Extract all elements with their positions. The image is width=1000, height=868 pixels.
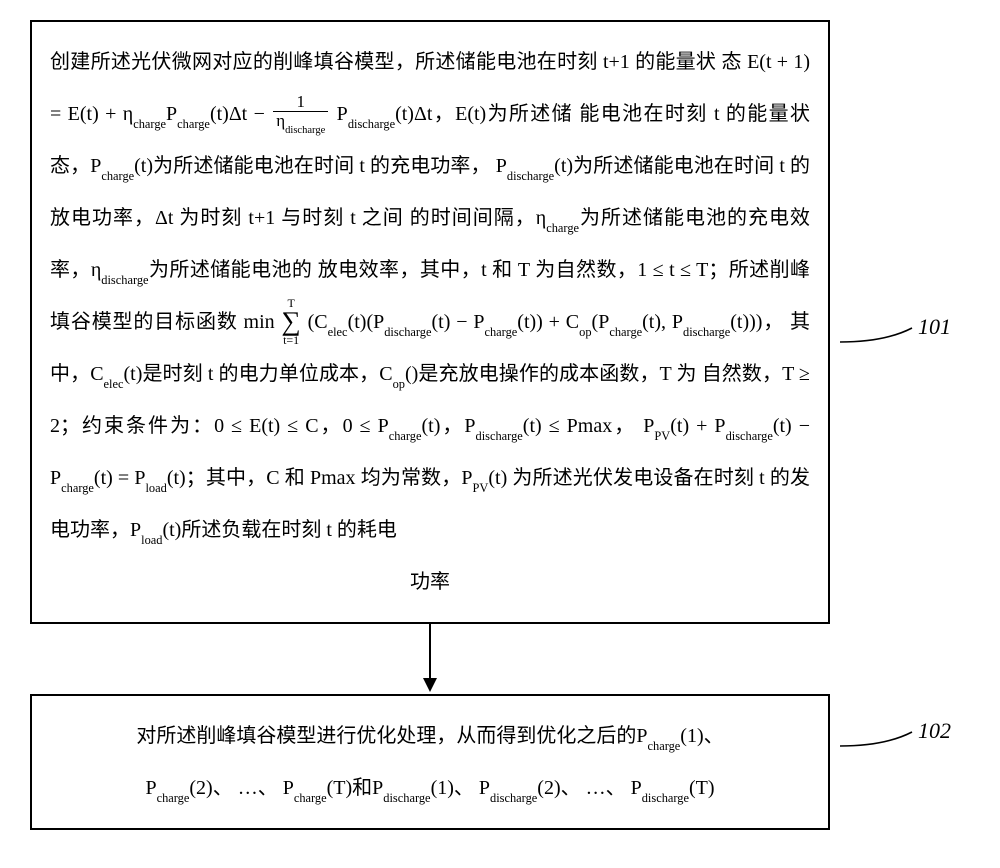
text: (t) + P — [670, 415, 725, 437]
fraction: 1ηdischarge — [273, 93, 328, 134]
text: (t)是时刻 t 的电力单位成本，C — [123, 363, 392, 385]
sub: discharge — [384, 325, 431, 339]
eq: (t)(P — [348, 311, 385, 333]
eq: P — [330, 103, 348, 125]
text: (t)，P — [422, 415, 476, 437]
sub: discharge — [490, 791, 537, 805]
sub: charge — [609, 325, 642, 339]
sub: load — [145, 481, 166, 495]
denominator: ηdischarge — [273, 111, 328, 134]
text: 功率 — [50, 556, 810, 608]
text: P — [496, 155, 507, 177]
sub: elec — [328, 325, 348, 339]
text: (2)、 …、 P — [189, 777, 293, 799]
eq: P — [166, 103, 177, 125]
eq: (t), P — [642, 311, 683, 333]
sub: charge — [294, 791, 327, 805]
eq: (C — [302, 311, 328, 333]
text: 态 — [722, 51, 748, 73]
diagram-canvas: 创建所述光伏微网对应的削峰填谷模型，所述储能电池在时刻 t+1 的能量状 态 E… — [20, 20, 980, 830]
sub: charge — [648, 739, 681, 753]
text: (t)所述负载在时刻 t 的耗电 — [162, 519, 396, 541]
text: (T)和P — [327, 777, 384, 799]
text: ()是充放电操作的成本函数，T 为 — [405, 363, 697, 385]
sub: elec — [104, 377, 124, 391]
text: P — [643, 415, 654, 437]
sub: op — [393, 377, 405, 391]
text: 中，C — [50, 363, 104, 385]
sub: discharge — [683, 325, 730, 339]
sub: charge — [177, 117, 210, 131]
sub: op — [579, 325, 591, 339]
text: (t) — [488, 467, 507, 489]
text: P — [145, 777, 156, 799]
sub: discharge — [476, 429, 523, 443]
sub: discharge — [101, 273, 148, 287]
text: (1)、 — [680, 725, 723, 747]
label-101-group: 101 — [840, 320, 960, 350]
sub: PV — [473, 481, 489, 495]
text: (1)、 P — [431, 777, 490, 799]
text: (t)为所述储能电池在时间 t 的充电功率， — [134, 155, 491, 177]
text: (t) ≤ Pmax， — [523, 415, 636, 437]
label-101-text: 101 — [918, 314, 951, 340]
sub: charge — [133, 117, 166, 131]
arrow-icon — [420, 624, 440, 694]
eq: (t)Δt − — [210, 103, 271, 125]
eq: (t)))， 其 — [730, 311, 810, 333]
eq: (t) − P — [432, 311, 485, 333]
label-102-group: 102 — [840, 724, 960, 754]
text: 对所述削峰填谷模型进行优化处理，从而得到优化之后的P — [136, 725, 647, 747]
sub: discharge — [642, 791, 689, 805]
eq: (t)) + C — [517, 311, 579, 333]
sigma-bottom: t=1 — [282, 334, 301, 346]
sub: charge — [389, 429, 422, 443]
flow-box-102: 对所述削峰填谷模型进行优化处理，从而得到优化之后的Pcharge(1)、 Pch… — [30, 694, 830, 830]
numerator: 1 — [273, 93, 328, 111]
eq: (P — [592, 311, 610, 333]
sub: charge — [157, 791, 190, 805]
sub: charge — [61, 481, 94, 495]
eq: (t)Δt，E(t)为所述储 — [395, 103, 573, 125]
text: 为所述储能电池的 — [149, 259, 313, 281]
sub: PV — [654, 429, 670, 443]
sigma-symbol: ∑ — [282, 309, 301, 333]
sub: discharge — [348, 117, 395, 131]
sub: discharge — [507, 169, 554, 183]
text: (t)；其中，C 和 Pmax 均为常数，P — [167, 467, 473, 489]
sigma: T∑t=1 — [282, 297, 301, 345]
text: 的时间间隔，η — [410, 207, 546, 229]
text: (T) — [689, 777, 715, 799]
text: 创建所述光伏微网对应的削峰填谷模型，所述储能电池在时刻 t+1 的能量状 — [50, 51, 716, 73]
eq: min — [244, 311, 281, 333]
label-102-text: 102 — [918, 718, 951, 744]
text: (t) = P — [94, 467, 146, 489]
sub: charge — [101, 169, 134, 183]
text: (2)、 …、 P — [537, 777, 641, 799]
flow-box-101: 创建所述光伏微网对应的削峰填谷模型，所述储能电池在时刻 t+1 的能量状 态 E… — [30, 20, 830, 624]
sub: charge — [484, 325, 517, 339]
sub: discharge — [383, 791, 430, 805]
sub: discharge — [726, 429, 773, 443]
sub: load — [141, 533, 162, 547]
sub: charge — [546, 221, 579, 235]
